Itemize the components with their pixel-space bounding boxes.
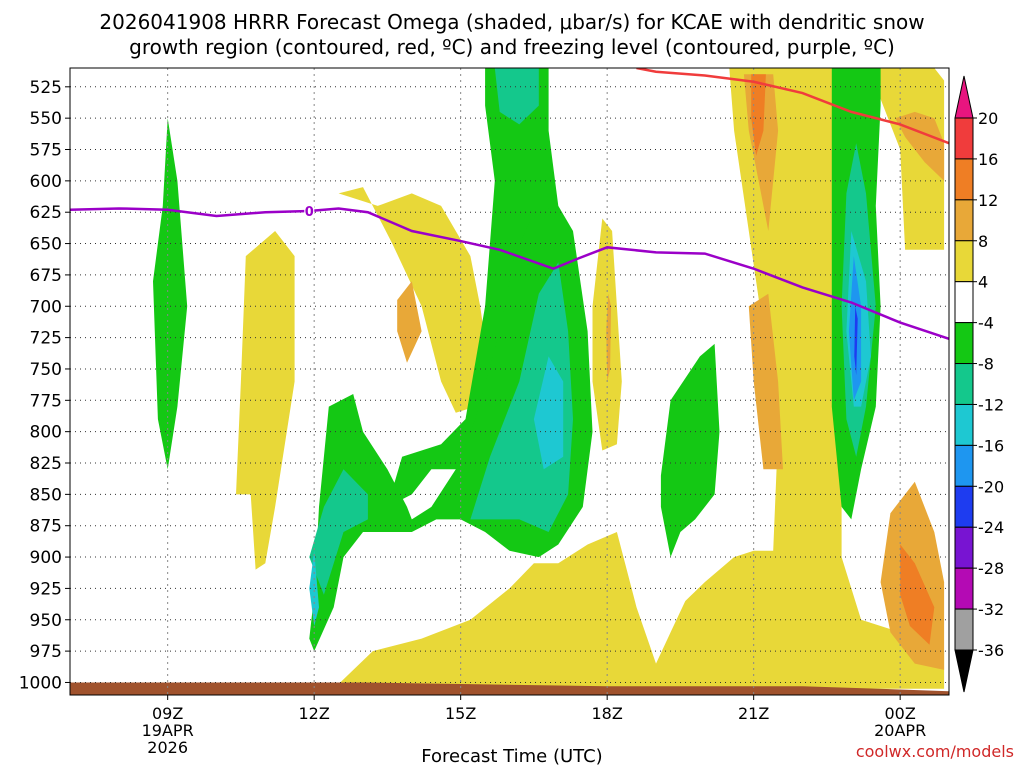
colorbar-label: 4 xyxy=(978,273,988,292)
x-tick-label: 15Z xyxy=(445,704,476,723)
y-tick-label: 825 xyxy=(30,454,62,474)
dgz-contour xyxy=(636,68,949,145)
colorbar-bin xyxy=(954,117,974,160)
plot-frame xyxy=(69,67,950,696)
region-orange-21z-mid xyxy=(748,293,783,470)
colorbar-label: -16 xyxy=(978,436,1004,455)
y-tick-label: 700 xyxy=(30,297,62,317)
y-axis: 525 550 575 600 625 650 675 700 725 750 775 800 825 8… xyxy=(19,78,70,693)
colorbar-bin xyxy=(954,567,974,610)
chart-title-line-1: 2026041908 HRRR Forecast Omega (shaded, … xyxy=(99,10,925,34)
colorbar-label: -28 xyxy=(978,559,1004,578)
colorbar-bin xyxy=(954,526,974,569)
colorbar-top-arrow xyxy=(954,75,974,119)
y-tick-label: 925 xyxy=(30,579,62,599)
chart-title-line-2: growth region (contoured, red, ºC) and f… xyxy=(129,35,895,59)
freezing-level-label: 0 xyxy=(305,205,314,220)
region-green-20z-block xyxy=(660,343,720,558)
freezing-level-contour xyxy=(70,207,949,341)
y-tick-label: 625 xyxy=(30,203,62,223)
region-green-lower-central xyxy=(309,205,593,652)
colorbar-bin xyxy=(954,608,974,651)
region-deepblue-23z-core xyxy=(854,306,858,376)
y-tick-label: 850 xyxy=(30,485,62,505)
y-tick-label: 650 xyxy=(30,235,62,255)
region-green-early-column xyxy=(153,118,188,470)
region-yellow-upper-right xyxy=(333,68,945,689)
colorbar-label: -4 xyxy=(978,314,994,333)
x-tick-label: 00Z xyxy=(885,704,916,723)
colorbar-bottom-arrow xyxy=(954,649,974,693)
x-tick-label: 2026 xyxy=(147,738,188,757)
colorbar-bin xyxy=(954,403,974,446)
colorbar-label: -24 xyxy=(978,518,1004,537)
y-tick-label: 725 xyxy=(30,329,62,349)
colorbar: 20 16 12 8 4 -4 -8 -12 -16 -20 -24 -28 -32 -36 xyxy=(954,75,1004,693)
y-tick-label: 750 xyxy=(30,360,62,380)
colorbar-label: 8 xyxy=(978,232,988,251)
colorbar-label: -32 xyxy=(978,600,1004,619)
region-yellow-mid-low xyxy=(338,187,490,413)
y-tick-label: 525 xyxy=(30,78,62,98)
x-tick-label: 20APR xyxy=(874,721,926,740)
colorbar-bin xyxy=(954,199,974,242)
credit-text[interactable]: coolwx.com/models xyxy=(855,742,1014,761)
y-tick-label: 575 xyxy=(30,141,62,161)
y-tick-label: 900 xyxy=(30,548,62,568)
region-orange-mid-low xyxy=(397,281,422,363)
colorbar-bin xyxy=(954,444,974,487)
y-tick-label: 800 xyxy=(30,423,62,443)
x-tick-label: 18Z xyxy=(592,704,623,723)
region-cyan-lower-central xyxy=(533,356,564,470)
colorbar-label: -20 xyxy=(978,477,1004,496)
colorbar-bin xyxy=(954,281,974,324)
y-tick-label: 975 xyxy=(30,642,62,662)
region-darkorange-21z-upper xyxy=(751,74,766,156)
y-tick-label: 950 xyxy=(30,611,62,631)
x-tick-label: 21Z xyxy=(738,704,769,723)
region-ground-strip xyxy=(70,682,949,695)
contour-lines: 0 xyxy=(70,68,949,341)
colorbar-label: 20 xyxy=(978,109,998,128)
y-tick-label: 675 xyxy=(30,266,62,286)
colorbar-bin xyxy=(954,485,974,528)
colorbar-label: 12 xyxy=(978,191,998,210)
y-tick-label: 775 xyxy=(30,391,62,411)
colorbar-bin xyxy=(954,240,974,283)
colorbar-bin xyxy=(954,322,974,365)
y-tick-label: 600 xyxy=(30,172,62,192)
y-tick-label: 1000 xyxy=(19,673,62,693)
omega-shading xyxy=(70,68,949,695)
region-green-upper-central-column xyxy=(387,68,559,507)
gridlines xyxy=(70,68,949,695)
colorbar-label: -36 xyxy=(978,641,1004,660)
y-tick-label: 550 xyxy=(30,109,62,129)
colorbar-label: 16 xyxy=(978,150,998,169)
region-orange-upper-right-corner xyxy=(895,111,945,181)
colorbar-label: -12 xyxy=(978,395,1004,414)
y-tick-label: 875 xyxy=(30,517,62,537)
colorbar-bin xyxy=(954,158,974,201)
region-teal-lower-central-left xyxy=(309,469,368,595)
freezing-level-label-bg xyxy=(304,202,315,217)
region-teal-upper-central xyxy=(494,68,539,125)
x-axis-label: Forecast Time (UTC) xyxy=(421,746,603,767)
x-tick-label: 12Z xyxy=(299,704,330,723)
region-cyan-lower-central-left xyxy=(309,550,319,626)
colorbar-label: -8 xyxy=(978,355,994,374)
x-tick-label: 19APR xyxy=(142,721,194,740)
x-tick-label: 09Z xyxy=(152,704,183,723)
colorbar-bin xyxy=(954,363,974,405)
